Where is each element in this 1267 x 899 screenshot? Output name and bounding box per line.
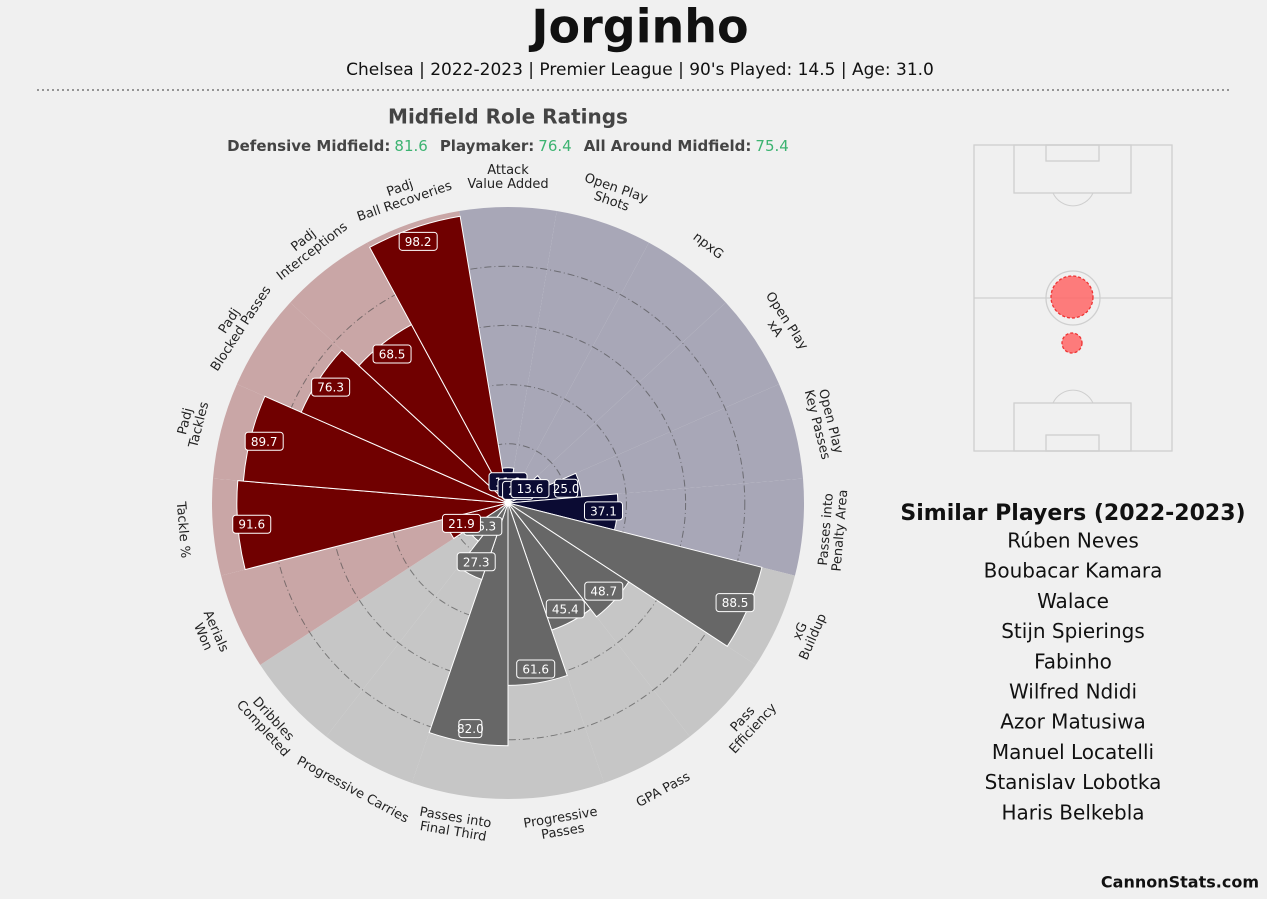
category-label: PadjTackles: [172, 397, 212, 451]
value-label-box: [545, 599, 585, 619]
slice-background: [260, 503, 508, 737]
similar-player: Manuel Locatelli: [992, 740, 1154, 764]
category-label: Attack Value Added: [467, 163, 548, 192]
value-label: 21.9: [448, 517, 475, 531]
similar-list: Rúben Neves Boubacar Kamara Walace Stijn Sp…: [984, 529, 1163, 825]
value-label-box: [583, 501, 623, 521]
pizza-chart: 11.97.12.413.625.037.188.548.745.461.682…: [172, 163, 851, 845]
value-label-box: [398, 231, 438, 251]
position-blob: [1061, 332, 1083, 354]
category-label: Open PlayKey Passes: [801, 385, 847, 461]
slice-background: [508, 242, 726, 503]
value-label: 25.0: [553, 482, 580, 496]
category-label: GPA Pass: [634, 769, 693, 810]
value-label: 45.4: [552, 602, 579, 616]
category-label: npxG: [690, 229, 726, 262]
value-label: 88.5: [722, 596, 749, 610]
value-label: 48.7: [590, 585, 617, 599]
category-label: Passes intoFinal Third: [416, 804, 492, 845]
value-label: 76.3: [317, 381, 344, 395]
value-label-box: [554, 478, 579, 498]
value-label-box: [244, 431, 284, 451]
value-label-box: [510, 479, 550, 499]
subtitle: Chelsea | 2022-2023 | Premier League | 9…: [346, 60, 934, 80]
value-label: 89.7: [251, 435, 278, 449]
similar-title: Similar Players (2022-2023): [900, 501, 1245, 526]
position-blob: [1050, 275, 1094, 319]
slice-background: [221, 503, 508, 665]
slice-background: [326, 503, 508, 783]
similar-player: Wilfred Ndidi: [1009, 680, 1137, 704]
player-name: Jorginho: [528, 0, 748, 54]
rating-label: Playmaker:: [440, 137, 534, 155]
similar-player: Azor Matusiwa: [1000, 710, 1146, 734]
value-label: 27.3: [463, 555, 490, 569]
bar: [368, 215, 509, 504]
slice-background: [508, 302, 780, 503]
category-label: Open PlayShots: [578, 170, 650, 219]
value-label-box: [715, 593, 755, 613]
value-label: 91.6: [238, 518, 265, 532]
value-label: 37.1: [590, 504, 617, 518]
category-label: ProgressivePasses: [522, 804, 601, 845]
value-label-box: [441, 513, 481, 533]
chart-title: Midfield Role Ratings: [388, 105, 628, 129]
similar-player: Rúben Neves: [1007, 529, 1139, 553]
rating-label: Defensive Midfield:: [227, 137, 390, 155]
category-label: Passes intoPenalty Area: [815, 488, 851, 572]
value-label: 68.5: [379, 348, 406, 362]
value-label: 98.2: [405, 235, 432, 249]
similar-player: Walace: [1037, 589, 1109, 613]
similar-player: Boubacar Kamara: [984, 559, 1163, 583]
value-label: 13.6: [517, 482, 544, 496]
category-label: AerialsWon: [187, 608, 231, 660]
value-label-box: [458, 719, 483, 739]
category-label: Tackle %: [173, 500, 193, 559]
slice-background: [508, 211, 649, 503]
value-label-box: [311, 377, 351, 397]
value-label: 82.0: [457, 722, 484, 736]
value-label: 61.6: [522, 663, 549, 677]
similar-player: Stanislav Lobotka: [985, 770, 1162, 794]
value-label-box: [456, 552, 496, 572]
pitch: [973, 144, 1173, 452]
similar-player: Haris Belkebla: [1001, 800, 1144, 824]
similar-player: Fabinho: [1034, 649, 1112, 673]
category-label: xGBuildup: [783, 606, 829, 663]
rating-value: 81.6: [394, 137, 427, 155]
similar-player: Stijn Spierings: [1001, 619, 1145, 643]
ratings: Defensive Midfield: 81.6 Playmaker: 76.4 All…: [227, 137, 789, 155]
value-label-box: [516, 659, 556, 679]
grid-ring: [329, 324, 687, 682]
rating-value: 76.4: [538, 137, 571, 155]
value-label-box: [372, 344, 412, 364]
slice-background: [508, 384, 803, 503]
slice-background: [459, 207, 557, 504]
value-label-box: [584, 581, 624, 601]
rating-label: All Around Midfield:: [584, 137, 752, 155]
rating-value: 75.4: [755, 137, 788, 155]
value-label-box: [232, 514, 272, 534]
footer: CannonStats.com: [1101, 873, 1259, 892]
